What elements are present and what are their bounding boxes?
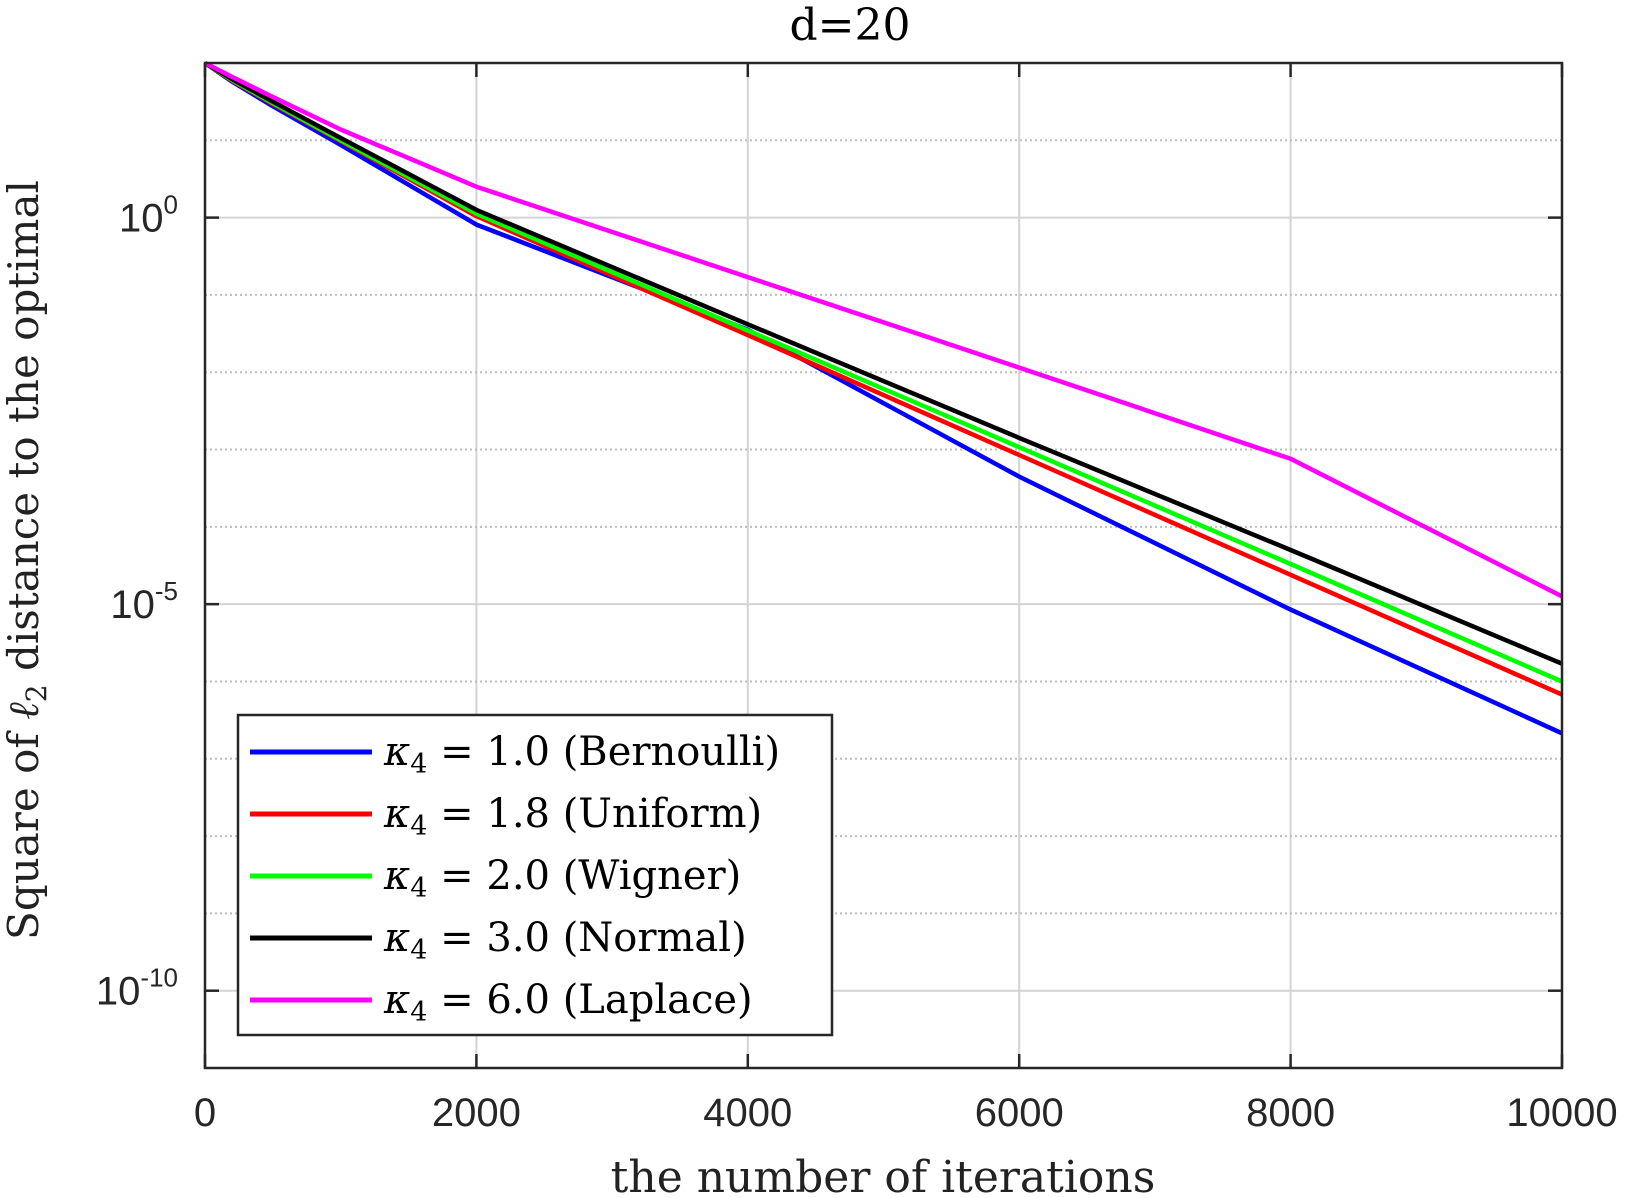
legend-entry-label: κ4 = 1.0 (Bernoulli) [383, 729, 780, 780]
y-axis-label-subscript: 2 [20, 684, 53, 702]
y-tick-exponent: 0 [164, 190, 178, 220]
y-axis-label-suffix: distance to the optimal [0, 180, 48, 684]
series-layer [203, 60, 1564, 736]
legend-kappa: κ [383, 729, 410, 775]
legend-entry-label: κ4 = 3.0 (Normal) [383, 915, 747, 966]
y-tick-label: 100 [119, 190, 178, 241]
y-tick-label: 10-5 [110, 576, 178, 627]
y-tick-base: 10 [110, 583, 155, 627]
x-tick-label: 10000 [1506, 1091, 1617, 1135]
legend-kappa: κ [383, 853, 410, 899]
legend-kappa: κ [383, 915, 410, 961]
x-axis-label: the number of iterations [611, 1152, 1156, 1198]
legend-subscript: 4 [410, 749, 427, 780]
x-tick-label: 4000 [703, 1091, 792, 1135]
x-tick-label: 0 [194, 1091, 216, 1135]
legend-subscript: 4 [410, 997, 427, 1028]
legend-value-text: = 6.0 (Laplace) [427, 977, 752, 1023]
legend-entry-label: κ4 = 1.8 (Uniform) [383, 791, 762, 842]
y-axis-label-prefix: Square of [0, 720, 48, 940]
legend-value-text: = 3.0 (Normal) [427, 915, 746, 961]
chart-title: d=20 [789, 0, 910, 51]
y-tick-exponent: -5 [155, 576, 178, 606]
y-tick-exponent: -10 [140, 963, 178, 993]
y-axis-label-symbol: ℓ [0, 702, 48, 720]
legend-subscript: 4 [410, 811, 427, 842]
plot-area-frame [203, 61, 1564, 1070]
legend-subscript: 4 [410, 935, 427, 966]
legend-kappa: κ [383, 791, 410, 837]
series-line [203, 60, 1564, 599]
legend-kappa: κ [383, 977, 410, 1023]
y-tick-label: 10-10 [96, 963, 178, 1014]
y-tick-base: 10 [96, 970, 141, 1014]
legend-entry-label: κ4 = 6.0 (Laplace) [383, 977, 753, 1028]
legend-value-text: = 1.8 (Uniform) [427, 791, 762, 837]
x-tick-label: 8000 [1246, 1091, 1335, 1135]
legend: κ4 = 1.0 (Bernoulli)κ4 = 1.8 (Uniform)κ4… [236, 713, 834, 1037]
legend-entry-label: κ4 = 2.0 (Wigner) [383, 853, 741, 904]
x-tick-label: 6000 [975, 1091, 1064, 1135]
y-axis-label: Square of ℓ2 distance to the optimal [0, 180, 53, 940]
x-tick-label: 2000 [432, 1091, 521, 1135]
grid-layer [205, 63, 1562, 1068]
y-tick-base: 10 [119, 197, 164, 241]
legend-value-text: = 1.0 (Bernoulli) [427, 729, 780, 775]
legend-subscript: 4 [410, 873, 427, 904]
series-line [203, 61, 1563, 666]
legend-value-text: = 2.0 (Wigner) [427, 853, 741, 899]
